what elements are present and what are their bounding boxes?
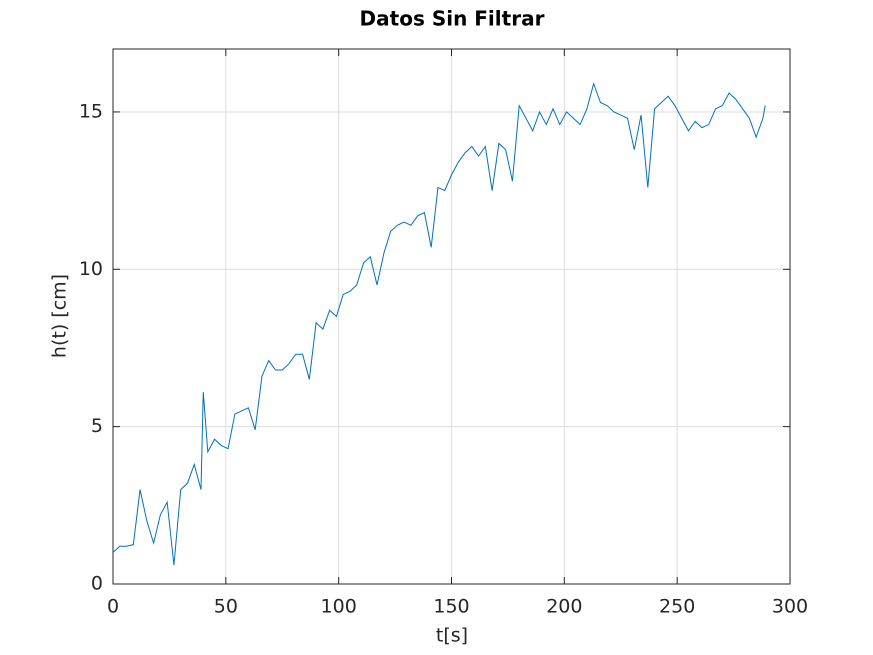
x-tick-label: 200 — [546, 596, 582, 618]
y-tick-label: 15 — [79, 100, 103, 122]
x-axis-label: t[s] — [436, 625, 468, 647]
x-tick-label: 0 — [107, 596, 119, 618]
data-line — [112, 81, 766, 566]
chart-title: Datos Sin Filtrar — [360, 7, 545, 31]
plot-frame — [112, 48, 791, 585]
x-tick-label: 250 — [659, 596, 695, 618]
y-tick-label: 5 — [91, 415, 103, 437]
x-tick-label: 50 — [214, 596, 238, 618]
x-tick-label: 300 — [772, 596, 808, 618]
x-tick-label: 100 — [321, 596, 357, 618]
y-tick-label: 10 — [79, 258, 103, 280]
y-axis-label: h(t) [cm] — [49, 274, 71, 358]
y-tick-label: 0 — [91, 573, 103, 595]
x-tick-label: 150 — [433, 596, 469, 618]
